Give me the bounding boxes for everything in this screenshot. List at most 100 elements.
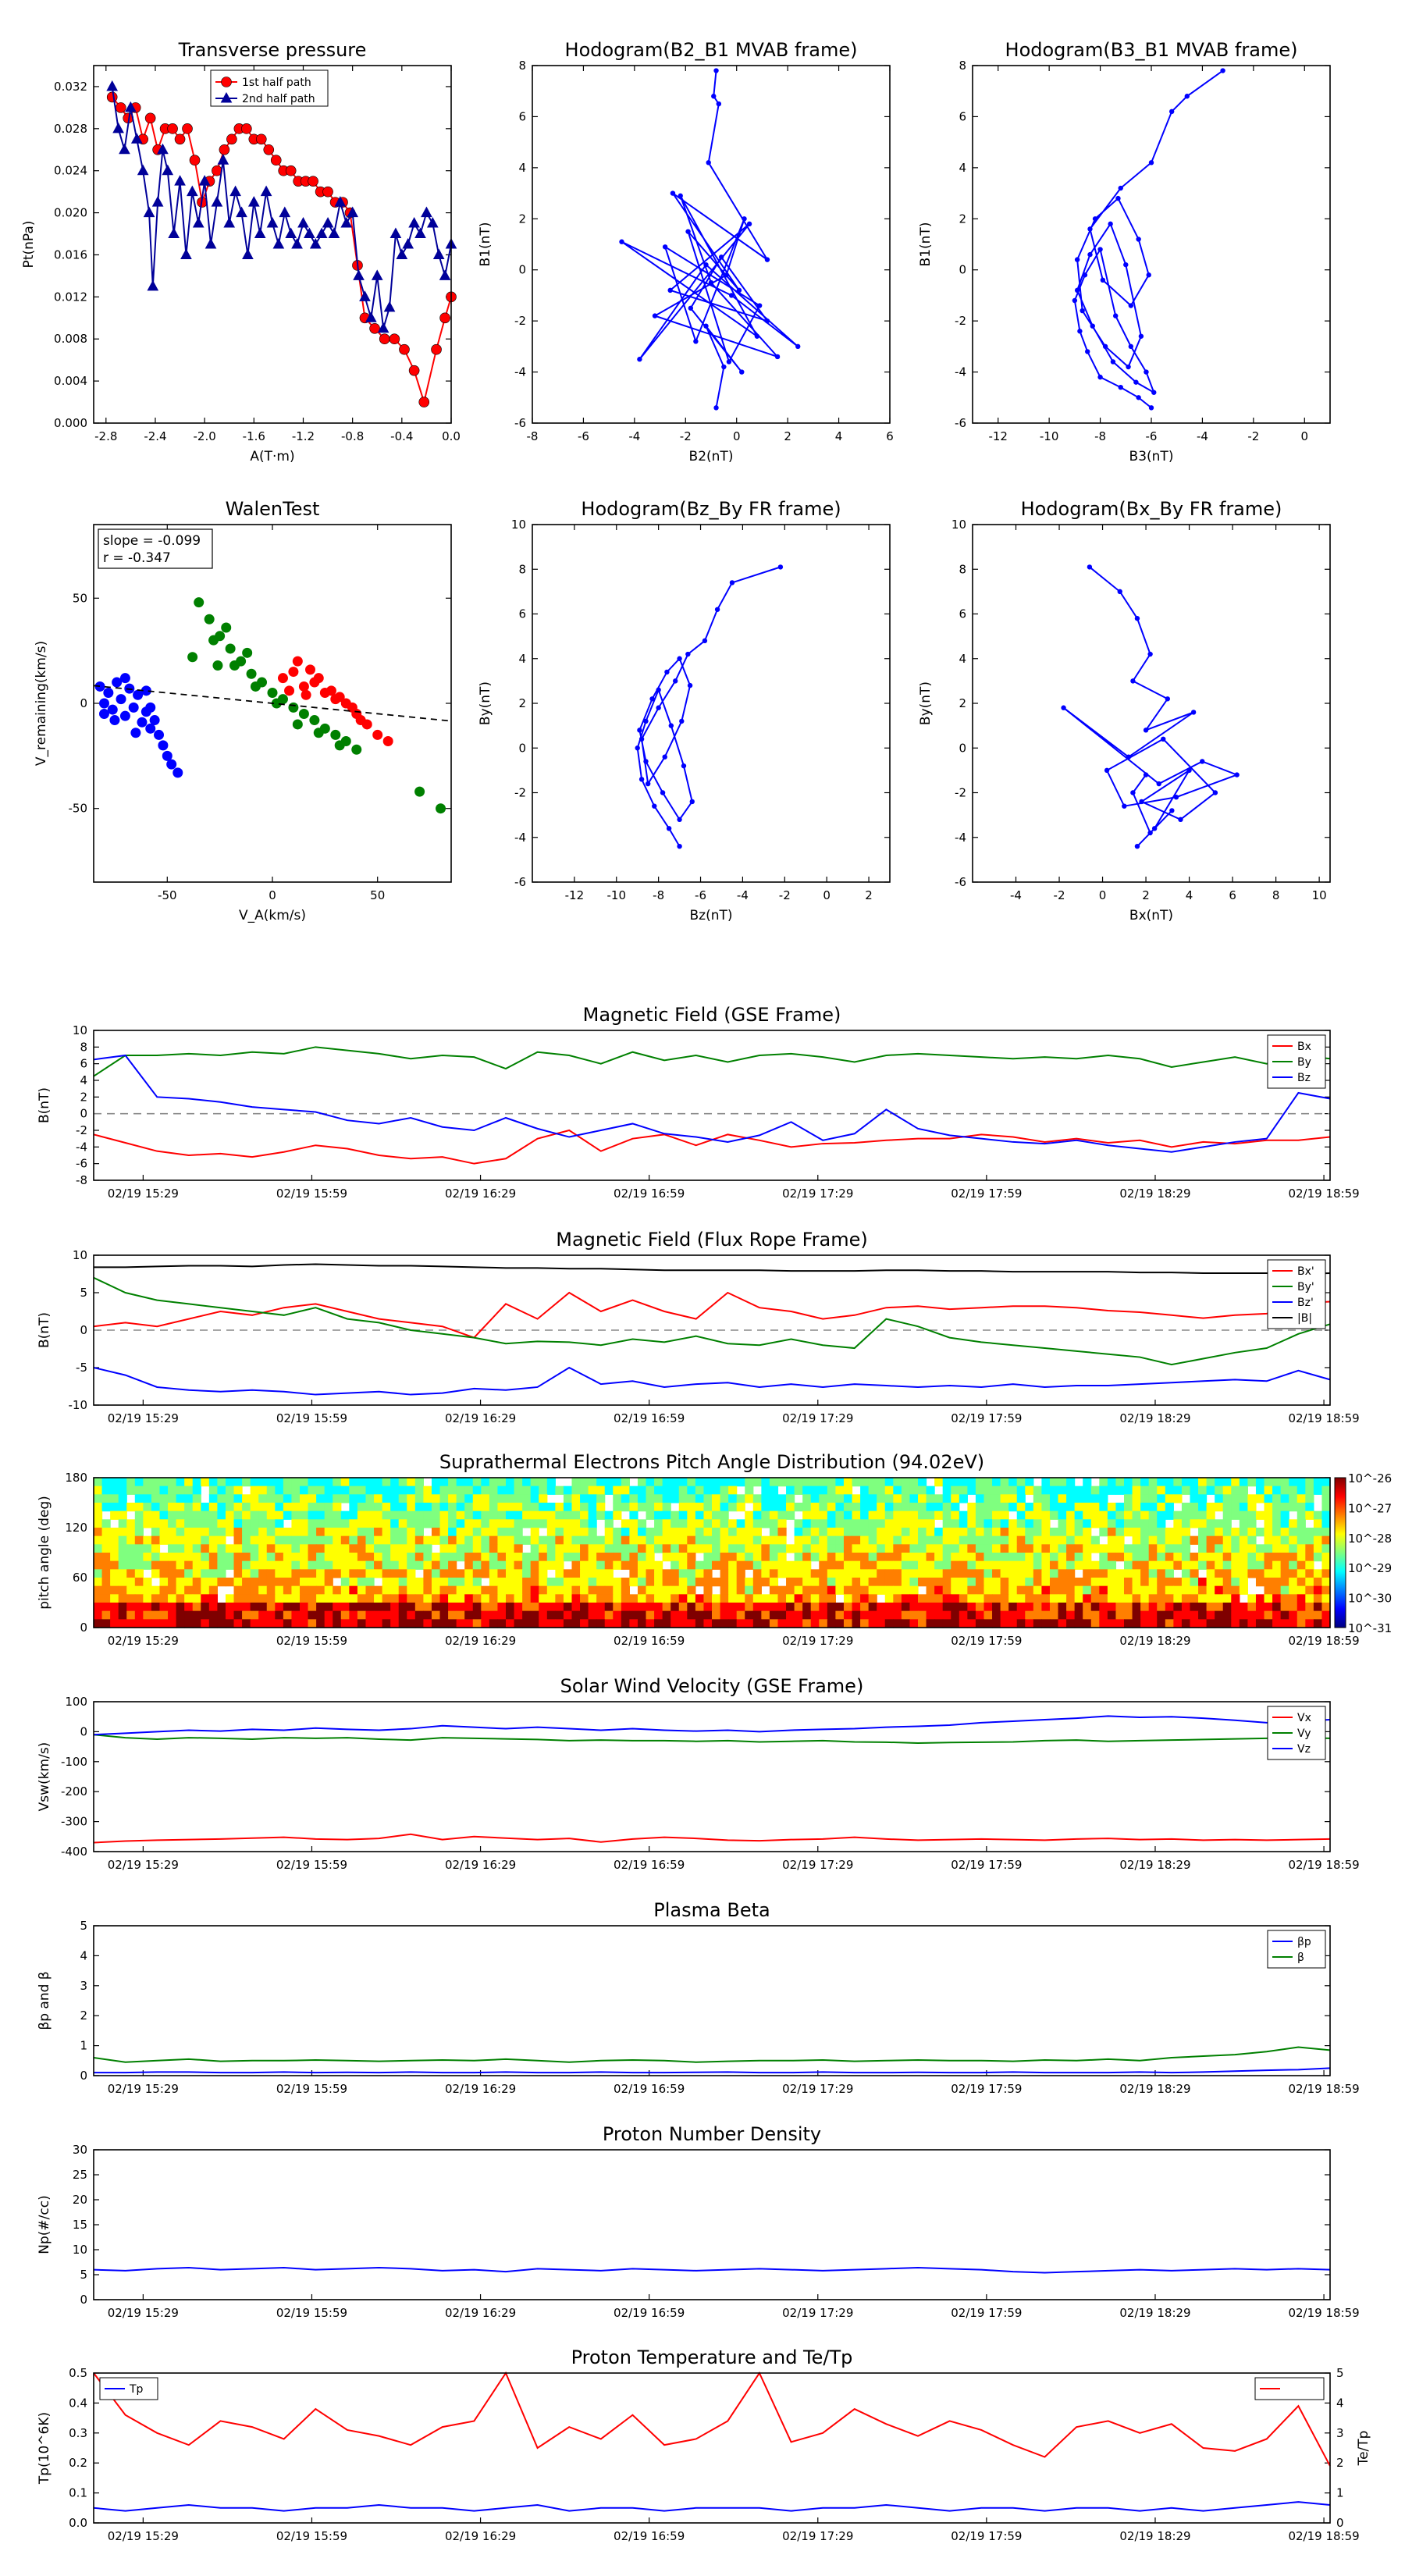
- heatmap-cell: [893, 1503, 902, 1512]
- heatmap-cell: [324, 1553, 333, 1562]
- heatmap-cell: [918, 1519, 927, 1528]
- heatmap-cell: [1198, 1528, 1208, 1537]
- heatmap-cell: [340, 1553, 350, 1562]
- heatmap-cell: [208, 1544, 218, 1553]
- heatmap-cell: [101, 1544, 111, 1553]
- heatmap-cell: [423, 1619, 432, 1628]
- heatmap-cell: [1165, 1569, 1174, 1578]
- heatmap-cell: [984, 1594, 993, 1603]
- heatmap-cell: [184, 1544, 194, 1553]
- heatmap-cell: [324, 1560, 333, 1570]
- heatmap-cell: [291, 1485, 301, 1495]
- heatmap-cell: [893, 1585, 902, 1595]
- heatmap-cell: [1264, 1485, 1273, 1495]
- heatmap-cell: [1008, 1585, 1018, 1595]
- data-point: [432, 248, 445, 259]
- panel-vsw: Solar Wind Velocity (GSE Frame)Vsw(km/s)…: [37, 1675, 1360, 1872]
- heatmap-cell: [934, 1528, 944, 1537]
- heatmap-cell: [233, 1510, 243, 1520]
- heatmap-cell: [1066, 1585, 1076, 1595]
- heatmap-cell: [835, 1553, 845, 1562]
- heatmap-cell: [308, 1528, 317, 1537]
- heatmap-cell: [637, 1619, 647, 1628]
- heatmap-cell: [555, 1519, 564, 1528]
- heatmap-cell: [349, 1528, 358, 1537]
- heatmap-cell: [843, 1610, 853, 1620]
- data-point: [652, 313, 658, 318]
- heatmap-cell: [382, 1610, 391, 1620]
- heatmap-cell: [745, 1510, 754, 1520]
- heatmap-cell: [333, 1478, 342, 1487]
- heatmap-cell: [942, 1569, 951, 1578]
- heatmap-cell: [1157, 1553, 1166, 1562]
- heatmap-cell: [283, 1510, 293, 1520]
- heatmap-cell: [1321, 1485, 1331, 1495]
- heatmap-cell: [506, 1535, 515, 1545]
- heatmap-cell: [506, 1494, 515, 1503]
- y-axis-label: By(nT): [918, 681, 934, 725]
- heatmap-cell: [827, 1544, 836, 1553]
- heatmap-cell: [242, 1503, 251, 1512]
- chart-title: Hodogram(B3_B1 MVAB frame): [1005, 39, 1298, 61]
- y-tick-label: 0.004: [54, 374, 87, 388]
- heatmap-cell: [134, 1619, 144, 1628]
- heatmap-cell: [242, 1585, 251, 1595]
- heatmap-cell: [176, 1560, 185, 1570]
- heatmap-cell: [1107, 1478, 1117, 1487]
- legend-label: 1st half path: [242, 76, 311, 89]
- heatmap-cell: [819, 1478, 828, 1487]
- heatmap-cell: [423, 1503, 432, 1512]
- heatmap-cell: [877, 1544, 886, 1553]
- data-point: [718, 254, 724, 260]
- heatmap-cell: [1058, 1528, 1067, 1537]
- heatmap-cell: [934, 1578, 944, 1587]
- y-tick-label: -2: [955, 786, 966, 800]
- data-point: [365, 311, 377, 322]
- heatmap-cell: [745, 1519, 754, 1528]
- heatmap-cell: [1016, 1503, 1026, 1512]
- heatmap-cell: [654, 1485, 663, 1495]
- heatmap-cell: [1206, 1585, 1215, 1595]
- heatmap-cell: [786, 1594, 795, 1603]
- heatmap-cell: [802, 1619, 812, 1628]
- heatmap-cell: [1148, 1553, 1158, 1562]
- heatmap-cell: [1066, 1610, 1076, 1620]
- heatmap-cell: [992, 1585, 1001, 1595]
- heatmap-cell: [1165, 1603, 1174, 1612]
- data-point: [308, 176, 318, 187]
- heatmap-cell: [414, 1553, 424, 1562]
- heatmap-cell: [266, 1610, 276, 1620]
- heatmap-cell: [357, 1510, 367, 1520]
- heatmap-cell: [390, 1494, 400, 1503]
- slope-annotation: slope = -0.099: [103, 533, 201, 549]
- heatmap-cell: [456, 1619, 465, 1628]
- data-point: [724, 272, 729, 278]
- heatmap-cell: [448, 1603, 457, 1612]
- data-point: [255, 133, 267, 145]
- heatmap-cell: [588, 1553, 597, 1562]
- series-: [93, 2046, 1331, 2063]
- heatmap-cell: [884, 1510, 894, 1520]
- chart-title: Suprathermal Electrons Pitch Angle Distr…: [439, 1451, 984, 1473]
- heatmap-cell: [448, 1528, 457, 1537]
- heatmap-cell: [992, 1610, 1001, 1620]
- heatmap-cell: [662, 1510, 671, 1520]
- heatmap-cell: [728, 1610, 738, 1620]
- heatmap-cell: [695, 1610, 705, 1620]
- heatmap-cell: [110, 1585, 119, 1595]
- heatmap-cell: [522, 1478, 532, 1487]
- data-point: [1151, 826, 1158, 831]
- heatmap-cell: [761, 1594, 770, 1603]
- heatmap-cell: [1280, 1619, 1289, 1628]
- heatmap-cell: [786, 1578, 795, 1587]
- heatmap-cell: [258, 1560, 268, 1570]
- data-point: [1148, 160, 1154, 165]
- heatmap-cell: [884, 1610, 894, 1620]
- x-tick-label: 4: [1186, 888, 1193, 902]
- heatmap-cell: [580, 1485, 589, 1495]
- walen-point: [133, 689, 144, 700]
- heatmap-cell: [992, 1544, 1001, 1553]
- heatmap-cell: [670, 1585, 680, 1595]
- heatmap-cell: [300, 1585, 309, 1595]
- data-point: [703, 262, 709, 268]
